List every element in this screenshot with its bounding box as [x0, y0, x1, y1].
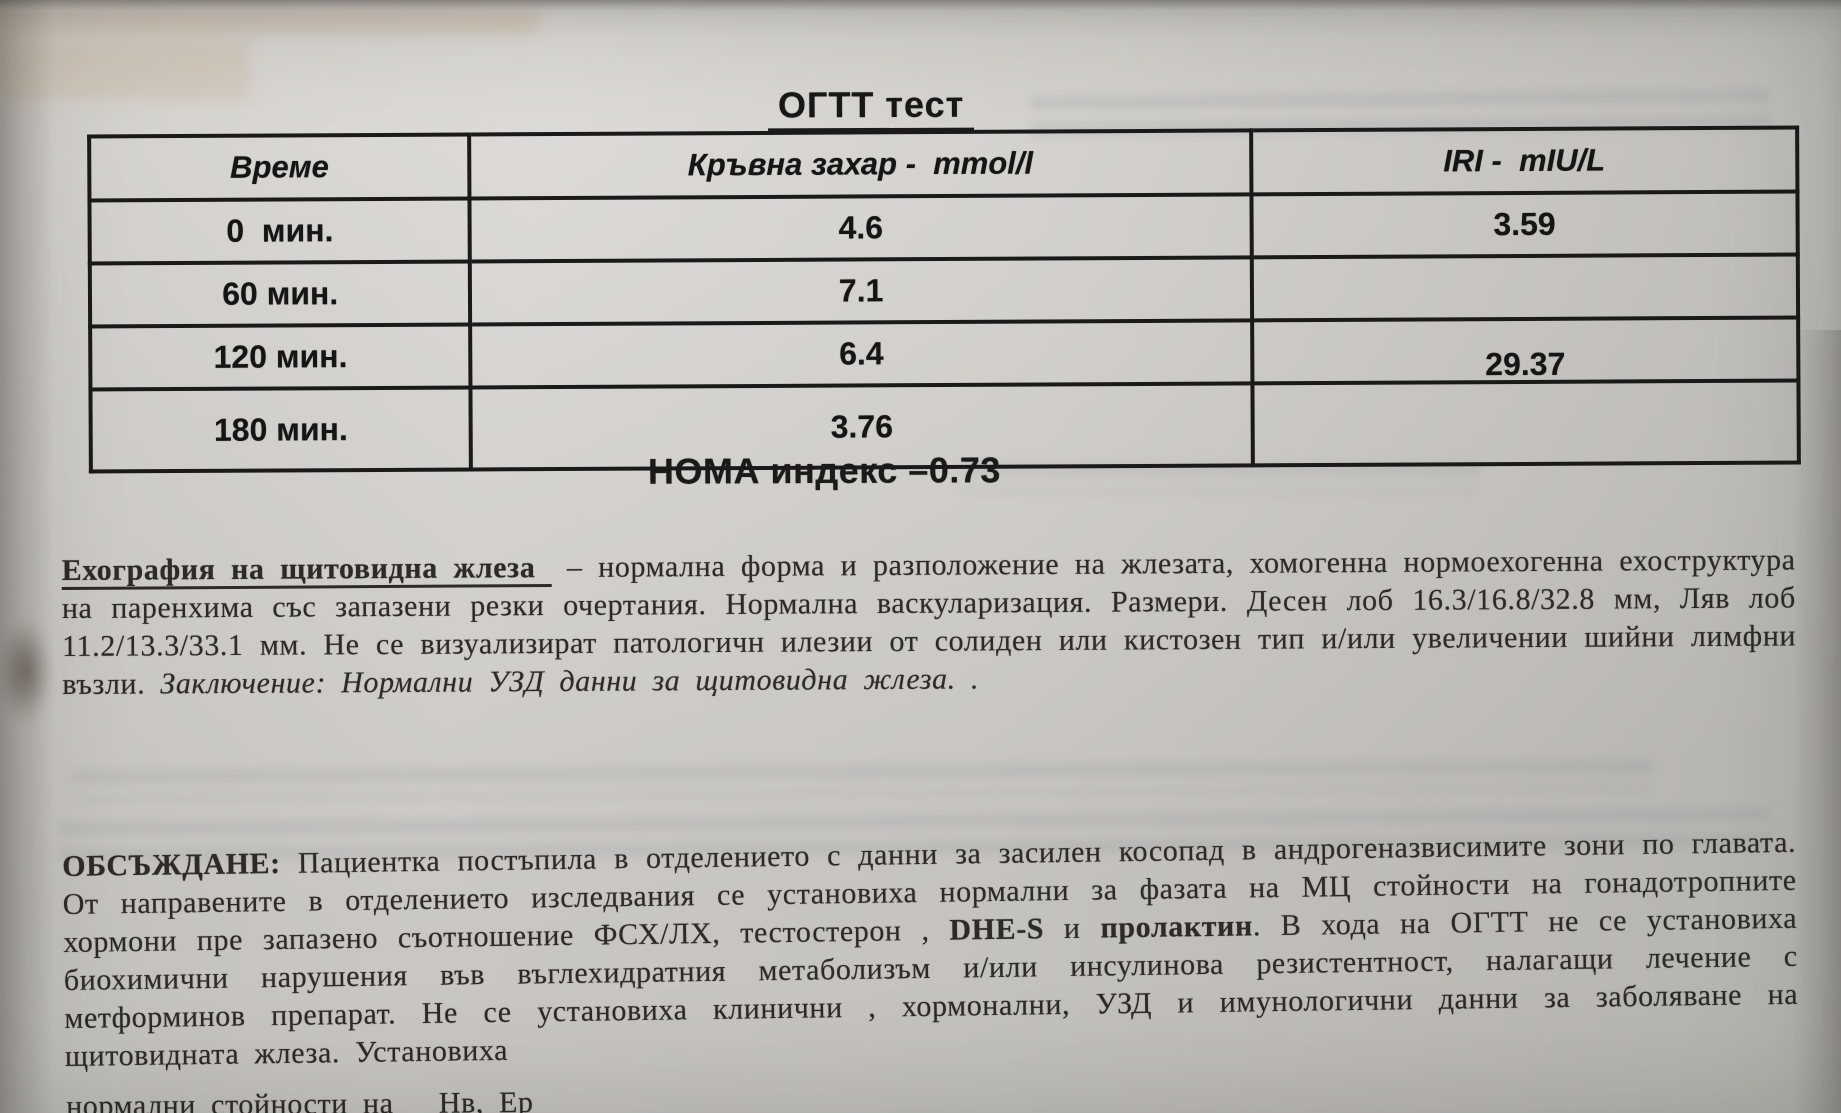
time-cell: 60 мин. [89, 261, 471, 327]
time-cell: 120 мин. [90, 324, 471, 390]
discussion-prolactin-bold: пролактин [1100, 909, 1254, 945]
time-cell: 180 мин. [90, 387, 472, 472]
bleedthrough-orange-smudge [0, 0, 540, 40]
bleedthrough-orange-smudge [0, 40, 250, 100]
column-header-iri: IRI - mIU/L [1250, 127, 1798, 195]
bleedthrough-smudge [71, 746, 1653, 802]
iri-cell: 29.37 [1251, 317, 1799, 384]
echography-heading: Ехография на щитовидна жлеза [61, 551, 552, 591]
discussion-text: Пациентка постъпила в отделението с данн… [62, 825, 1797, 959]
discussion-text: и [1043, 911, 1101, 946]
bleedthrough-smudge [960, 450, 1480, 494]
ogtt-results-table: Време Кръвна захар - mmol/l IRI - mIU/L … [87, 126, 1801, 474]
echography-conclusion: Заключение: Нормални УЗД данни за щитови… [160, 662, 980, 701]
table-row: 120 мин. 6.4 29.37 [90, 317, 1799, 390]
iri-cell: 3.59 [1251, 191, 1798, 258]
table-row: 60 мин. 7.1 [89, 254, 1799, 327]
iri-cell [1251, 254, 1799, 321]
glucose-cell: 6.4 [470, 320, 1253, 388]
glucose-cell: 4.6 [469, 194, 1252, 262]
table-header-row: Време Кръвна захар - mmol/l IRI - mIU/L [89, 127, 1798, 201]
table-row: 0 мин. 4.6 3.59 [89, 191, 1798, 264]
echography-paragraph: Ехография на щитовидна жлеза – нормална … [61, 541, 1797, 704]
discussion-label: ОБСЪЖДАНЕ: [62, 846, 281, 883]
photo-edge-shadow-left [0, 0, 54, 1113]
column-header-glucose: Кръвна захар - mmol/l [469, 130, 1252, 199]
iri-value: 29.37 [1485, 345, 1566, 383]
document-title: ОГТТ тест [767, 83, 975, 133]
photo-edge-shadow-right [1793, 330, 1841, 1113]
iri-cell [1252, 380, 1799, 466]
page-edge-dark-blob [0, 596, 64, 746]
discussion-paragraph: ОБСЪЖДАНЕ: Пациентка постъпила в отделен… [62, 824, 1799, 1084]
photo-edge-shadow-top [0, 0, 1841, 10]
column-header-time: Време [89, 134, 470, 201]
glucose-cell: 7.1 [470, 257, 1252, 325]
discussion-dhes-bold: DHE-S [949, 912, 1045, 947]
homa-index-line: НОМА индекс –0.73 [647, 449, 1001, 492]
time-cell: 0 мин. [89, 198, 471, 264]
